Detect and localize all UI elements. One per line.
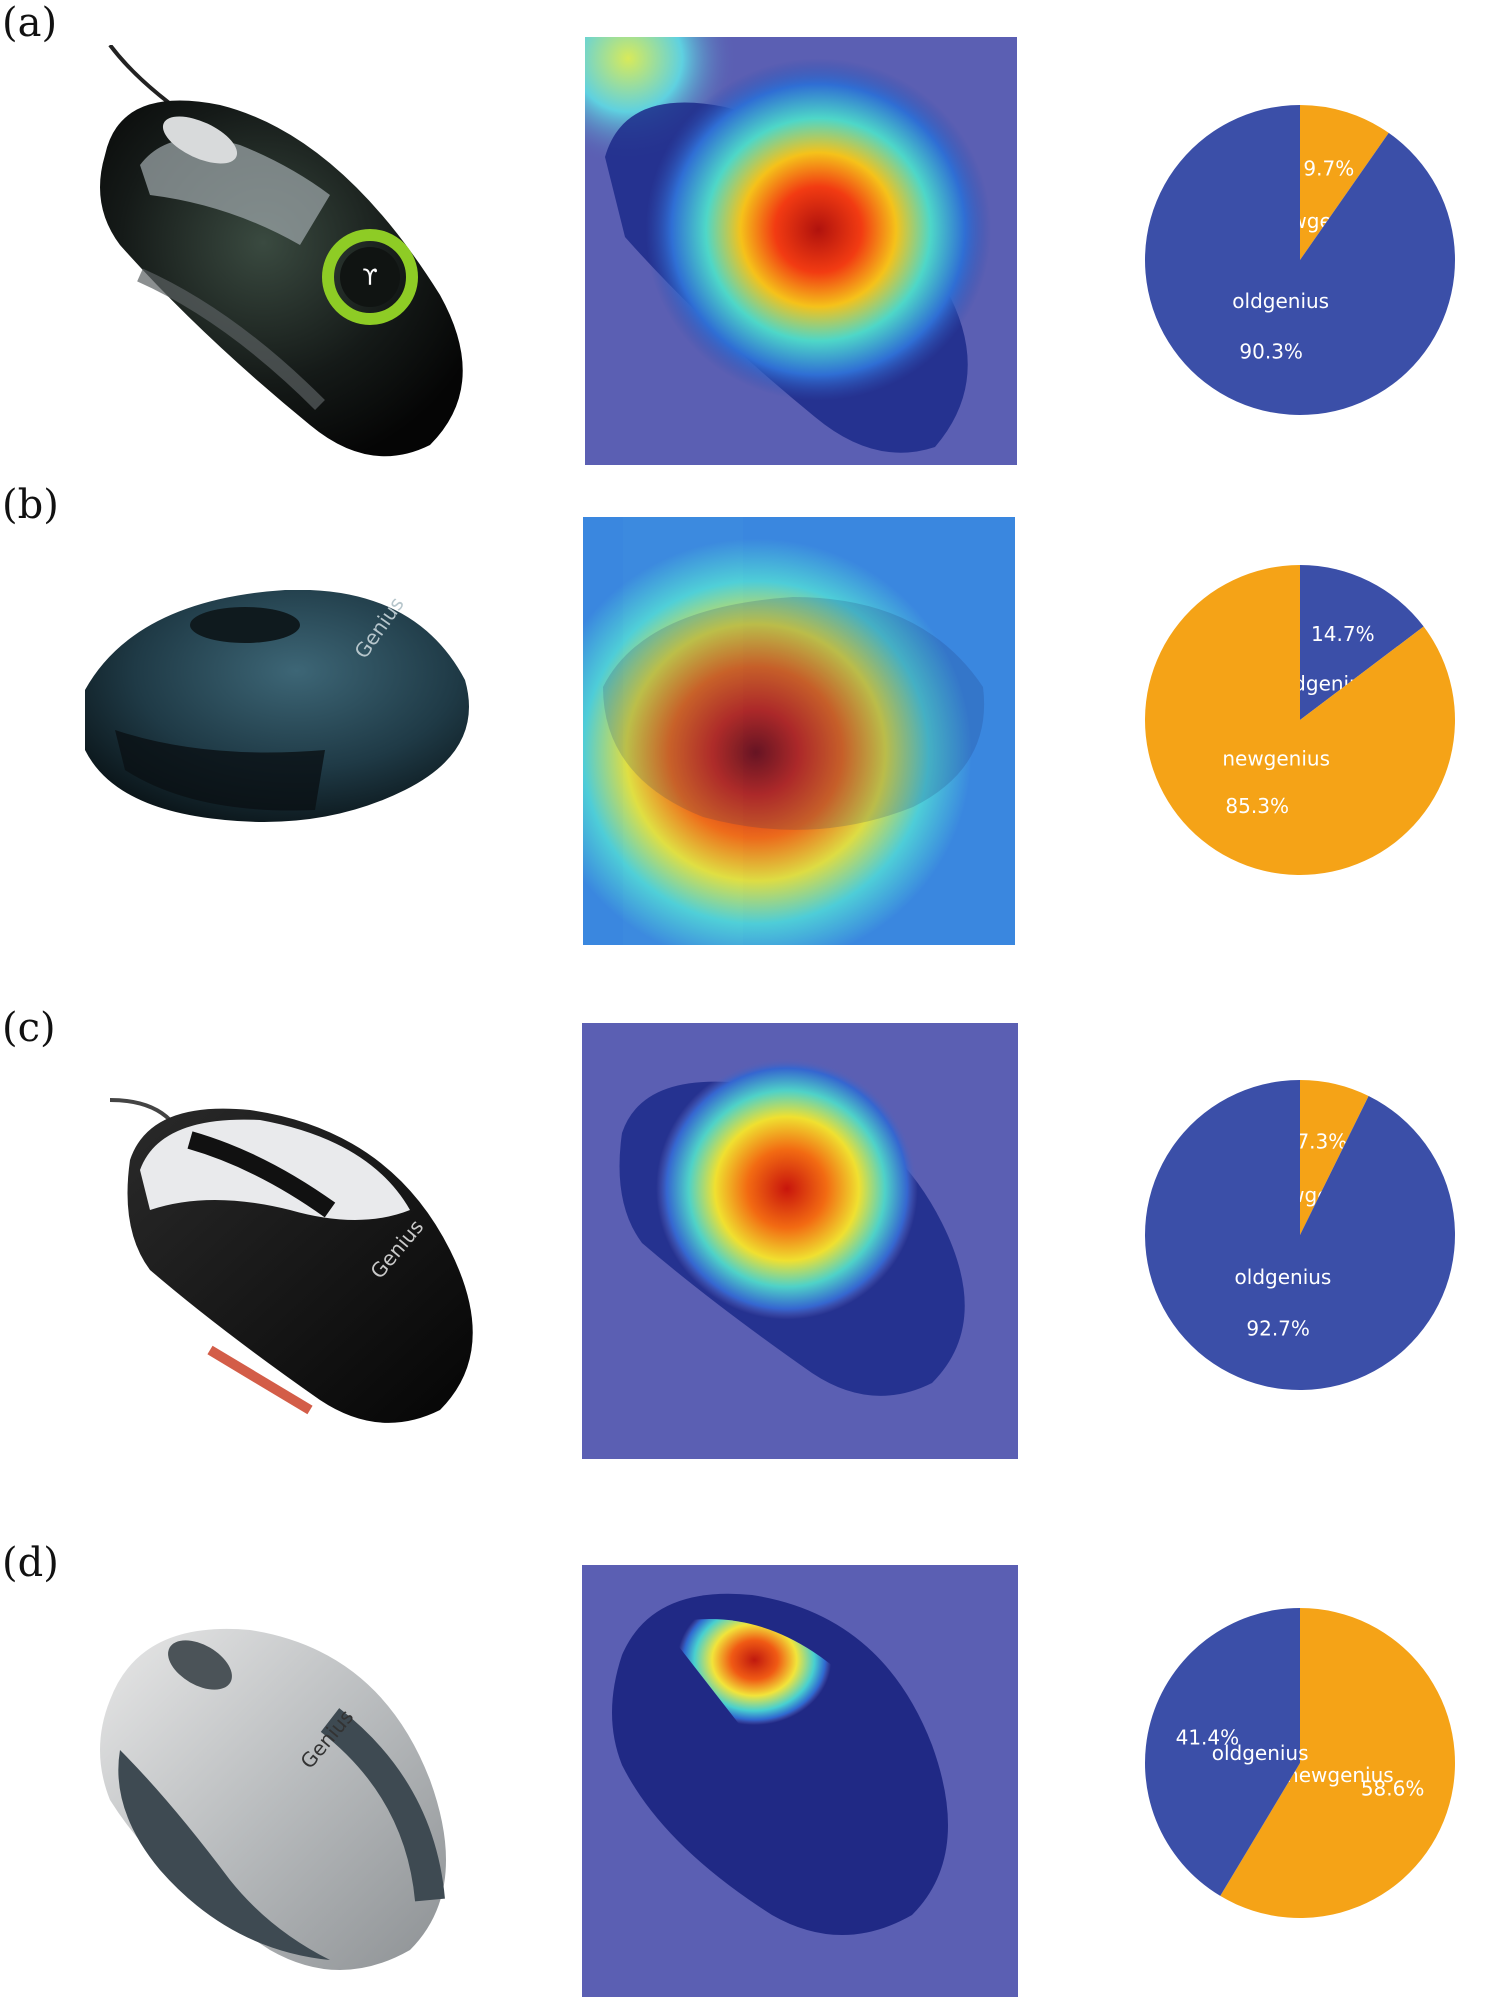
panel-label-a: (a) [2, 0, 58, 46]
heatmap-b [583, 517, 1015, 945]
mouse-photo-b: Genius [85, 590, 469, 822]
mouse-photo-a: ϒ [100, 45, 463, 457]
pie-slice-oldgenius [1145, 1080, 1455, 1390]
pie-slice-oldgenius [1300, 565, 1424, 720]
pie-slice-newgenius [1145, 565, 1455, 875]
pie-category-label: oldgenius [1235, 1265, 1332, 1289]
panel-label-d: (d) [2, 1540, 59, 1586]
mouse-photo-c: Genius [110, 1098, 473, 1423]
pie-percent-label: 85.3% [1225, 794, 1289, 818]
pie-slice-newgenius [1300, 105, 1389, 260]
pie-percent-label: 92.7% [1246, 1317, 1310, 1341]
pie-category-label: newgenius [1286, 1763, 1394, 1787]
pie-slice-oldgenius [1145, 105, 1455, 416]
heatmap-d [582, 1565, 1018, 1997]
pie-slice-newgenius [1220, 1608, 1455, 1918]
pie-percent-label: 90.3% [1239, 340, 1303, 364]
mouse-photo-d: Genius [100, 1628, 446, 1970]
heatmap-a [585, 37, 1017, 465]
pie-category-label: newgenius [1222, 746, 1330, 770]
pie-percent-label: 7.3% [1296, 1129, 1347, 1153]
panel-label-b: (b) [2, 482, 59, 528]
pie-percent-label: 41.4% [1176, 1725, 1240, 1749]
pie-slice-newgenius [1300, 1080, 1369, 1235]
svg-text:ϒ: ϒ [362, 266, 377, 291]
pie-percent-label: 9.7% [1303, 156, 1354, 180]
pie-category-label: oldgenius [1232, 289, 1329, 313]
pie-category-label: oldgenius [1212, 1741, 1309, 1765]
pie-percent-label: 58.6% [1361, 1777, 1425, 1801]
pie-slice-oldgenius [1145, 1608, 1300, 1896]
pie-percent-label: 14.7% [1311, 622, 1375, 646]
heatmap-c [582, 1023, 1018, 1459]
panel-label-c: (c) [2, 1005, 56, 1051]
